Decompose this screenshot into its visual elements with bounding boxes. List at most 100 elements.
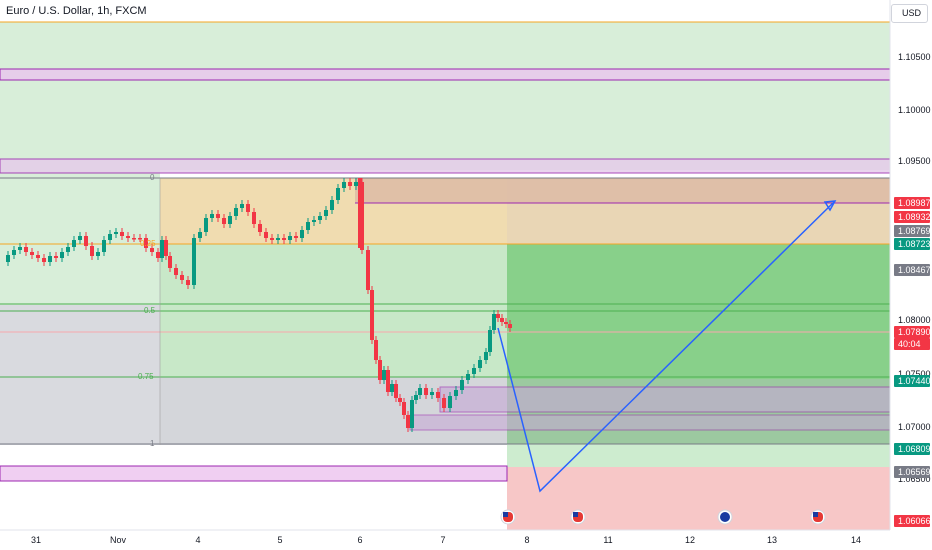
candle — [312, 216, 316, 226]
candle — [60, 248, 64, 262]
arrow-head-icon[interactable] — [823, 200, 837, 212]
candle-body — [442, 398, 446, 408]
price-tag[interactable]: 1.08723 — [894, 238, 931, 250]
candle — [288, 232, 292, 244]
candle — [410, 396, 414, 432]
candle — [102, 236, 106, 256]
candle-body — [264, 232, 268, 238]
candle-body — [54, 256, 58, 258]
price-tag[interactable]: 1.07440 — [894, 375, 931, 387]
price-tag-label: 1.08987 — [898, 198, 931, 208]
candle-body — [382, 370, 386, 380]
candle-body — [472, 368, 476, 374]
candle — [168, 252, 172, 272]
candle — [318, 212, 322, 224]
candle — [204, 214, 208, 236]
candle-body — [186, 280, 190, 285]
candle — [282, 234, 286, 244]
candle — [336, 184, 340, 204]
price-tag[interactable]: 1.08987 — [894, 197, 931, 209]
candle-body — [210, 214, 214, 218]
price-tick-label: 1.10000 — [898, 105, 931, 115]
candle — [374, 336, 378, 364]
candle-body — [430, 392, 434, 395]
price-tag-label: 1.08932 — [898, 212, 931, 222]
candle-body — [378, 360, 382, 380]
candle — [252, 208, 256, 228]
resistance-zone — [0, 22, 890, 170]
candle-body — [36, 255, 40, 258]
projection-arrow[interactable] — [497, 200, 837, 493]
candle-body — [318, 216, 322, 220]
fib-level-label: 0.75 — [138, 372, 154, 381]
candle — [36, 251, 40, 262]
candle — [500, 314, 504, 326]
candle — [406, 411, 410, 432]
candle — [186, 276, 190, 289]
candle — [222, 214, 226, 228]
candle — [228, 212, 232, 228]
eu-flag-fill — [720, 512, 730, 522]
price-tag[interactable]: 1.06066 — [894, 515, 931, 527]
candle — [414, 391, 418, 404]
price-tag-bg — [894, 211, 930, 223]
candle-body — [398, 398, 402, 402]
candle-body — [504, 322, 508, 324]
candle — [48, 252, 52, 266]
candle — [508, 320, 512, 332]
price-tag[interactable]: 1.08932 — [894, 211, 931, 223]
candle — [210, 210, 214, 222]
price-tick-label: 1.09500 — [898, 156, 931, 166]
order-block-1 — [439, 386, 891, 413]
price-tick-label: 1.07000 — [898, 422, 931, 432]
candle-body — [42, 258, 46, 262]
candle — [30, 248, 34, 259]
price-tag[interactable]: 1.08769 — [894, 225, 931, 237]
price-tag[interactable]: 1.06569 — [894, 466, 931, 478]
price-tick-label: 1.10500 — [898, 52, 931, 62]
fib-labels: 0 0.25 0.5 0.75 1 — [138, 173, 156, 448]
eu-flag-icon[interactable] — [717, 509, 733, 525]
candle — [300, 226, 304, 242]
candle-body — [500, 318, 504, 322]
price-tag-label: 1.06569 — [898, 467, 931, 477]
time-tick-label: 12 — [685, 535, 695, 545]
currency-selector[interactable] — [891, 4, 928, 23]
us-flag-icon[interactable] — [570, 509, 586, 525]
candle — [492, 310, 496, 334]
candle-body — [402, 402, 406, 415]
candle-body — [240, 204, 244, 208]
candle — [484, 348, 488, 364]
supply-block — [355, 178, 890, 203]
price-tag[interactable]: 1.06809 — [894, 443, 931, 455]
price-tag[interactable]: 1.08467 — [894, 264, 931, 276]
candle-body — [60, 252, 64, 258]
price-tag-bg — [894, 338, 930, 350]
candle — [466, 370, 470, 384]
candle-body — [66, 247, 70, 252]
candle — [66, 243, 70, 256]
projection-path[interactable] — [497, 200, 836, 493]
time-axis[interactable]: 31 Nov 4 5 6 7 8 11 12 13 14 — [0, 529, 890, 550]
price-tag[interactable]: 1.07890 — [894, 326, 931, 338]
candle-body — [160, 240, 164, 258]
candle-body — [414, 395, 418, 400]
candle-body — [448, 396, 452, 408]
candle — [258, 220, 262, 236]
candle-body — [198, 232, 202, 238]
us-flag-icon[interactable] — [810, 509, 826, 525]
price-axis[interactable]: 1.10500 1.10000 1.09500 1.08000 1.07500 1.070… — [889, 0, 932, 550]
economic-events[interactable] — [500, 509, 826, 525]
price-tag-bg — [894, 264, 930, 276]
candle-body — [30, 252, 34, 255]
time-tick-label: 14 — [851, 535, 861, 545]
candle — [240, 200, 244, 212]
candle-body — [484, 352, 488, 360]
candle-body — [18, 247, 22, 250]
us-flag-icon[interactable] — [500, 509, 516, 525]
candle — [24, 243, 28, 256]
candle-body — [386, 370, 390, 392]
price-tag[interactable]: 40:04 — [894, 338, 930, 350]
fib-level-label: 1 — [150, 439, 155, 448]
